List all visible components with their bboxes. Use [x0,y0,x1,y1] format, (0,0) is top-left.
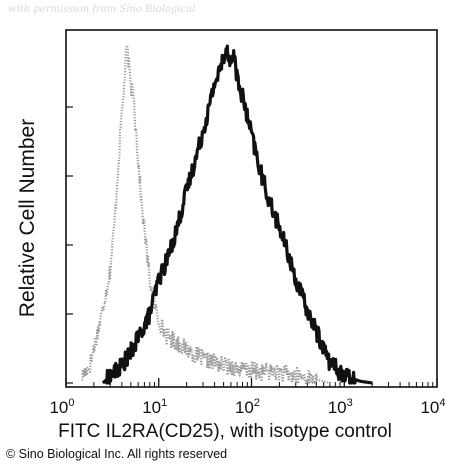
x-tick-labels: 100 101 102 103 104 [49,397,445,417]
x-tick-label: 104 [420,397,445,417]
copyright-notice: © Sino Biological Inc. All rights reserv… [6,447,228,461]
x-tick-label: 100 [49,397,74,417]
x-axis-label: FITC IL2RA(CD25), with isotype control [58,421,392,442]
series-line-sample [101,44,374,385]
histogram-chart: 100 101 102 103 104 [49,29,446,417]
axis-ticks [65,106,438,387]
x-tick-label: 101 [142,397,167,417]
x-tick-label: 103 [328,397,353,417]
series-layer [81,44,374,385]
watermark-text: with permission from Sino Biological [8,4,196,15]
x-tick-label: 102 [235,397,260,417]
plot-frame [65,29,438,388]
series-line-isotype [81,44,331,385]
